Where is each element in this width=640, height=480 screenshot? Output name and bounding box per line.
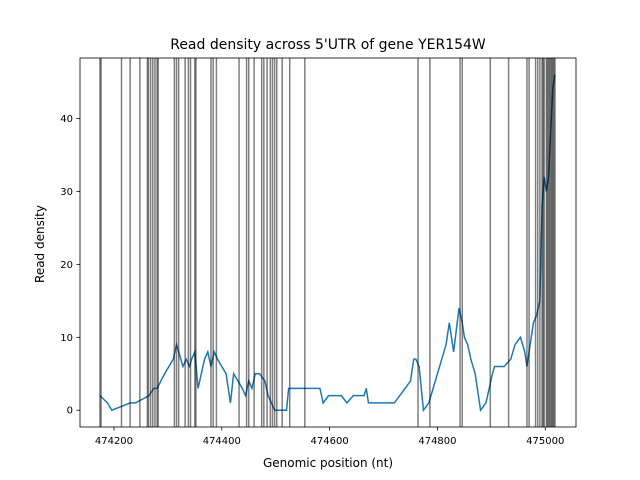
y-tick-label: 40 bbox=[60, 114, 73, 125]
plot-inner bbox=[99, 58, 556, 427]
x-tick-label: 474800 bbox=[418, 436, 456, 447]
y-tick-label: 30 bbox=[60, 187, 73, 198]
x-tick-label: 474400 bbox=[203, 436, 241, 447]
plot-layer bbox=[99, 58, 556, 427]
x-tick-label: 474200 bbox=[95, 436, 133, 447]
axes-frame bbox=[79, 57, 577, 428]
x-tick-label: 475000 bbox=[526, 436, 564, 447]
y-tick-label: 0 bbox=[67, 406, 73, 417]
y-axis-label: Read density bbox=[33, 205, 47, 283]
x-axis-label: Genomic position (nt) bbox=[263, 456, 393, 470]
x-tick-label: 474600 bbox=[311, 436, 349, 447]
y-tick-label: 20 bbox=[60, 260, 73, 271]
axes-layer: 474200 474400 474600 474800 475000 0 10 20 30 40 bbox=[60, 57, 577, 447]
y-tick-label: 10 bbox=[60, 333, 73, 344]
chart-title: Read density across 5'UTR of gene YER154… bbox=[170, 37, 486, 53]
